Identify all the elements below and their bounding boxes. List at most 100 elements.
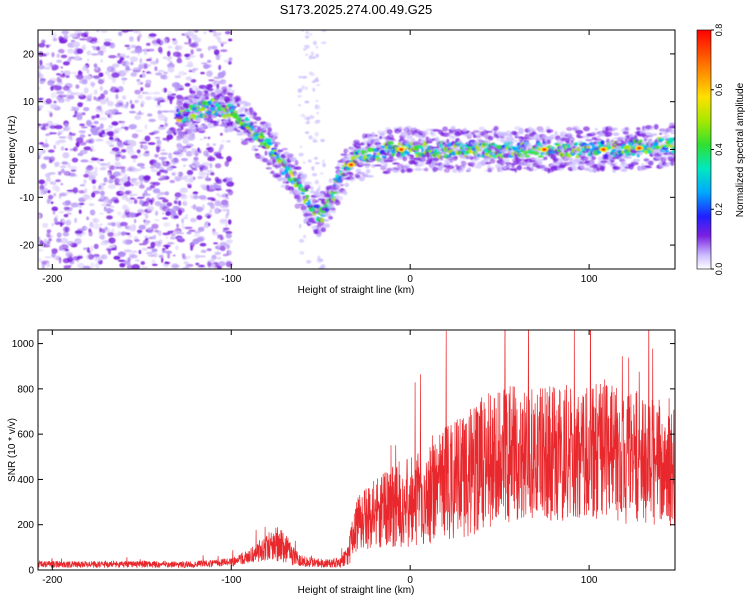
heatmap-ridge-halo <box>430 131 436 137</box>
heatmap-noise-blob <box>76 137 84 144</box>
heatmap-noise-blob <box>198 150 202 154</box>
heatmap-ridge-halo <box>240 138 245 141</box>
heatmap-noise-blob <box>122 79 126 85</box>
heatmap-noise-blob <box>107 232 114 237</box>
heatmap-noise-blob <box>200 249 207 253</box>
heatmap-noise-blob <box>50 85 54 91</box>
heatmap-noise-blob <box>182 138 189 145</box>
heatmap-noise-blob <box>82 227 89 230</box>
heatmap-noise-blob <box>107 222 114 226</box>
heatmap-noise-blob <box>322 163 326 168</box>
heatmap-noise-blob <box>108 165 116 171</box>
heatmap-ridge-core <box>639 139 643 143</box>
heatmap-ridge-halo <box>365 169 371 174</box>
heatmap-ridge-halo <box>485 161 491 165</box>
heatmap-noise-blob <box>165 250 172 255</box>
heatmap-ridge-halo <box>585 147 591 153</box>
heatmap-ridge-halo <box>439 155 444 161</box>
heatmap-noise-blob <box>123 249 133 253</box>
heatmap-noise-blob <box>167 252 171 259</box>
heatmap-noise-blob <box>111 72 120 78</box>
heatmap-noise-blob <box>129 180 136 183</box>
heatmap-noise-blob <box>174 75 181 79</box>
heatmap-noise-blob <box>130 154 139 159</box>
heatmap-noise-blob <box>99 159 104 161</box>
heatmap-noise-blob <box>214 176 220 183</box>
heatmap-noise-blob <box>121 194 128 200</box>
heatmap-noise-blob <box>152 181 161 186</box>
heatmap-ridge-core <box>303 198 309 202</box>
heatmap-ridge-halo <box>672 156 675 161</box>
heatmap-noise-blob <box>172 51 181 57</box>
heatmap-noise-blob <box>138 199 144 205</box>
heatmap-noise-blob <box>65 202 71 206</box>
heatmap-noise-blob <box>305 121 310 125</box>
heatmap-noise-blob <box>108 237 116 244</box>
heatmap-ridge-halo <box>324 213 331 218</box>
heatmap-noise-blob <box>142 144 148 150</box>
heatmap-noise-blob <box>137 94 143 100</box>
heatmap-noise-blob <box>107 101 114 107</box>
heatmap-noise-blob <box>228 84 233 88</box>
heatmap-noise-blob <box>117 59 123 64</box>
heatmap-noise-blob <box>222 253 229 257</box>
heatmap-noise-blob <box>155 210 159 216</box>
heatmap-noise-blob <box>114 112 123 115</box>
heatmap-noise-blob <box>228 38 233 42</box>
heatmap-noise-blob <box>85 139 93 144</box>
heatmap-noise-blob <box>177 88 185 91</box>
colorbar-tick-label: 0.0 <box>714 263 724 276</box>
heatmap-noise-blob <box>106 207 112 214</box>
heatmap-ridge-halo <box>409 135 413 138</box>
heatmap-ridge-core <box>630 152 636 156</box>
heatmap-noise-blob <box>206 70 213 77</box>
heatmap-noise-blob <box>85 99 89 102</box>
heatmap-noise-blob <box>143 49 148 56</box>
heatmap-noise-blob <box>227 219 232 225</box>
heatmap-noise-blob <box>301 75 308 79</box>
heatmap-noise-blob <box>181 218 185 224</box>
heatmap-noise-blob <box>170 158 180 164</box>
heatmap-noise-blob <box>119 179 125 185</box>
heatmap-noise-blob <box>209 203 215 210</box>
heatmap-noise-blob <box>79 79 88 84</box>
heatmap-noise-blob <box>78 130 86 134</box>
heatmap-noise-blob <box>135 259 140 262</box>
heatmap-ridge-halo <box>537 160 543 165</box>
heatmap-noise-blob <box>158 115 167 121</box>
heatmap-ridge-halo <box>244 111 249 116</box>
heatmap-noise-blob <box>174 85 179 92</box>
y-tick-label: 1000 <box>12 339 35 350</box>
heatmap-ridge-halo <box>408 137 416 140</box>
heatmap-noise-blobs <box>38 30 327 269</box>
heatmap-hotspot-core <box>542 148 547 151</box>
heatmap-noise-blob <box>93 96 97 101</box>
heatmap-noise-blob <box>148 33 157 37</box>
heatmap-noise-blob <box>83 146 92 151</box>
heatmap-noise-blob <box>39 77 46 84</box>
heatmap-ridge-core <box>536 142 542 147</box>
heatmap-ridge-blobs <box>173 83 675 238</box>
heatmap-noise-blob <box>142 193 151 197</box>
heatmap-noise-blob <box>39 184 45 191</box>
heatmap-ridge-core <box>233 113 240 120</box>
heatmap-noise-blob <box>49 112 53 118</box>
heatmap-noise-blob <box>146 113 153 117</box>
heatmap-ridge-core <box>524 155 531 158</box>
heatmap-noise-blob <box>159 38 168 45</box>
heatmap-ridge-halo <box>374 134 378 137</box>
heatmap-ridge-halo <box>306 184 311 190</box>
heatmap-noise-blob <box>142 201 150 207</box>
heatmap-noise-blob <box>162 56 168 60</box>
heatmap-noise-blob <box>67 95 75 100</box>
heatmap-ridge-halo <box>267 127 273 133</box>
heatmap-noise-blob <box>130 72 137 77</box>
heatmap-ridge-halo <box>342 190 348 195</box>
heatmap-ridge-halo <box>478 126 485 131</box>
heatmap-noise-blob <box>130 193 139 196</box>
heatmap-noise-blob <box>213 49 220 56</box>
heatmap-noise-blob <box>136 196 144 199</box>
snr-line <box>38 330 675 569</box>
heatmap-ridge-halo <box>269 131 274 137</box>
heatmap-noise-blob <box>51 64 59 71</box>
